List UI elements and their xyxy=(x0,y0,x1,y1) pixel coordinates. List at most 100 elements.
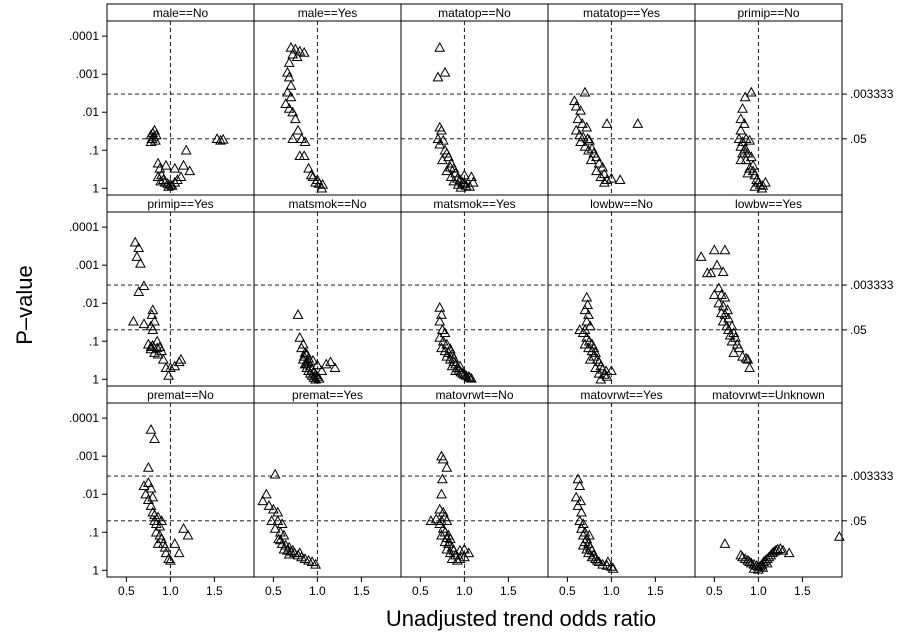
data-point xyxy=(283,71,295,82)
data-point xyxy=(432,133,444,143)
data-point xyxy=(742,147,754,158)
data-point xyxy=(292,124,304,135)
y-tick-label: .0001 xyxy=(69,411,99,425)
data-point xyxy=(434,138,446,149)
data-point xyxy=(737,551,748,562)
data-point xyxy=(145,343,157,354)
data-point xyxy=(575,104,587,115)
data-point xyxy=(749,180,761,191)
data-point xyxy=(595,171,607,182)
data-point xyxy=(605,172,617,183)
data-point xyxy=(574,480,586,490)
panel-4: primip==No xyxy=(694,3,843,196)
panel-title: matsmok==Yes xyxy=(433,197,515,211)
x-tick-label: 1.5 xyxy=(206,584,223,598)
data-point xyxy=(458,177,470,188)
data-point xyxy=(607,562,619,573)
y-tick-label: 1 xyxy=(92,372,99,386)
x-tick-label: 1.0 xyxy=(309,584,326,598)
data-point xyxy=(576,118,588,128)
panel-frame xyxy=(400,402,549,578)
data-point xyxy=(149,433,160,444)
x-tick-label: 1.5 xyxy=(647,584,664,598)
data-point xyxy=(152,538,164,548)
data-point xyxy=(298,350,310,361)
data-point xyxy=(152,348,164,359)
data-point xyxy=(719,291,731,302)
data-point xyxy=(833,530,845,541)
data-point xyxy=(579,304,591,315)
data-point xyxy=(730,331,741,342)
data-point xyxy=(583,547,594,558)
data-point xyxy=(454,360,466,371)
data-point xyxy=(164,554,176,565)
data-point xyxy=(162,177,174,188)
data-point xyxy=(446,360,458,371)
panel-title: lowbw==Yes xyxy=(735,197,802,211)
data-point xyxy=(783,547,795,558)
data-point xyxy=(605,365,617,376)
data-point xyxy=(583,134,595,145)
panel-1: male==Yes xyxy=(253,3,402,196)
reference-line-label: .05 xyxy=(850,514,867,528)
panel-3: matatop==Yes xyxy=(547,3,696,196)
data-point xyxy=(597,161,609,172)
data-point xyxy=(269,468,281,479)
data-point xyxy=(175,353,187,364)
data-point xyxy=(317,178,329,189)
data-point xyxy=(713,297,725,308)
data-point xyxy=(584,320,596,331)
data-point xyxy=(733,133,745,143)
data-point xyxy=(579,140,591,151)
data-point xyxy=(164,178,176,189)
panel-frame xyxy=(400,20,549,196)
data-point xyxy=(150,129,162,140)
data-point xyxy=(164,362,176,373)
data-point xyxy=(432,71,444,82)
data-point xyxy=(127,315,139,326)
data-point xyxy=(577,539,589,550)
data-point xyxy=(598,176,610,187)
data-point xyxy=(695,251,707,261)
data-point xyxy=(467,176,479,187)
data-point xyxy=(632,118,644,128)
data-point xyxy=(142,477,154,487)
data-point xyxy=(738,118,750,128)
data-point xyxy=(263,500,275,510)
data-point xyxy=(150,526,162,537)
data-point xyxy=(310,558,322,569)
x-tick-label: 1.0 xyxy=(750,584,767,598)
data-point xyxy=(443,151,454,162)
data-point xyxy=(287,544,299,555)
data-point xyxy=(577,327,589,338)
data-point xyxy=(705,267,717,278)
data-point xyxy=(455,181,467,192)
data-point xyxy=(590,151,602,162)
data-point xyxy=(582,133,594,143)
data-point xyxy=(735,549,747,560)
data-point xyxy=(145,482,157,493)
data-point xyxy=(581,121,593,132)
data-point xyxy=(325,356,337,367)
data-point xyxy=(708,289,720,299)
panel-11: premat==Yes xyxy=(253,385,402,578)
data-point xyxy=(733,342,745,353)
data-point xyxy=(308,371,320,382)
data-point xyxy=(757,561,769,572)
x-tick-label: 1.0 xyxy=(162,584,179,598)
data-point xyxy=(260,488,272,499)
data-point xyxy=(156,515,168,525)
data-point xyxy=(777,544,789,555)
data-point xyxy=(448,175,460,186)
data-point xyxy=(748,558,760,569)
data-point xyxy=(458,169,470,180)
data-point xyxy=(285,80,297,90)
data-point xyxy=(154,162,166,173)
data-point xyxy=(464,371,476,382)
panel-title: primip==Yes xyxy=(147,197,213,211)
data-point xyxy=(588,342,600,353)
data-point xyxy=(719,244,731,255)
data-point xyxy=(434,331,446,342)
panel-frame xyxy=(253,402,402,578)
data-point xyxy=(719,538,731,548)
